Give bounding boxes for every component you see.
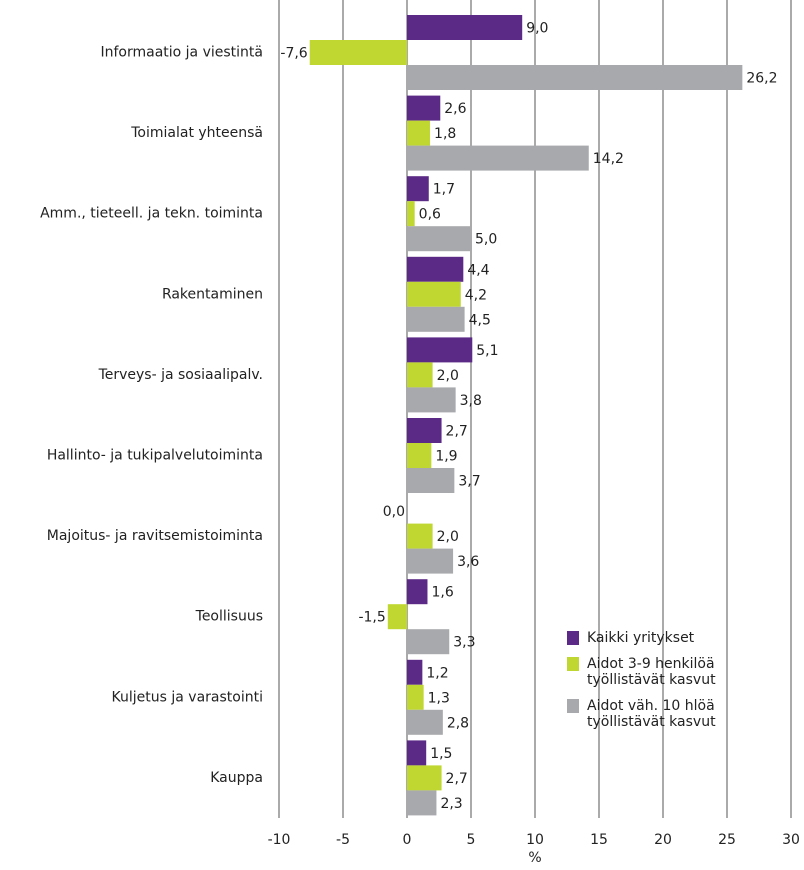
bar [407,443,432,468]
data-label: 1,5 [430,746,452,762]
data-label: 2,7 [446,424,468,440]
data-label: 1,7 [433,182,455,198]
bar [407,256,464,282]
bar [407,15,523,40]
legend-item: Aidot väh. 10 hlöä työllistävät kasvut [567,698,767,730]
bar [407,306,465,332]
y-tick-label: Amm., tieteell. ja tekn. toiminta [40,206,263,222]
data-label: 1,9 [435,449,457,465]
data-label: 4,2 [465,287,487,303]
data-label: 14,2 [593,151,624,167]
x-tick-label: -10 [268,832,291,848]
bar [407,548,454,574]
bar [407,337,473,363]
y-tick-label: Hallinto- ja tukipalvelutoiminta [47,448,263,464]
x-tick-label: 5 [467,832,476,848]
data-label: 0,0 [383,504,405,520]
legend-swatch [567,657,579,671]
data-label: 3,6 [457,554,479,570]
x-tick-label: 10 [526,832,544,848]
data-label: 3,3 [453,635,475,651]
data-label: 3,7 [458,474,480,490]
bar [407,176,429,202]
x-tick-label: 15 [590,832,608,848]
legend-item: Aidot 3-9 henkilöä työllistävät kasvut [567,656,767,688]
data-label: 1,6 [431,585,453,601]
x-tick-label: 20 [654,832,672,848]
legend-item: Kaikki yritykset [567,630,767,646]
y-tick-label: Teollisuus [195,609,263,625]
bar [407,790,437,816]
data-label: 5,0 [475,232,497,248]
legend-swatch [567,699,579,713]
data-label: 26,2 [746,71,777,87]
x-tick-label: 30 [782,832,800,848]
bar [407,523,433,549]
bar [407,684,424,710]
bar [309,40,407,65]
data-label: 2,6 [444,101,466,117]
data-label: 1,2 [426,665,448,681]
bar [387,604,407,630]
y-tick-label: Kauppa [210,770,263,786]
bar [407,145,589,171]
legend-swatch [567,631,579,645]
bar [407,659,423,685]
x-axis-label: % [528,850,541,866]
data-label: 2,7 [446,771,468,787]
data-label: 1,3 [428,690,450,706]
bar [407,120,431,146]
legend-label: Kaikki yritykset [587,630,695,646]
bar [407,709,443,735]
data-label: -1,5 [358,610,385,626]
data-label: 1,8 [434,126,456,142]
data-label: 4,4 [467,262,489,278]
bar [407,468,455,493]
legend: Kaikki yritykset Aidot 3-9 henkilöä työll… [567,630,767,740]
data-label: 5,1 [476,343,498,359]
y-tick-label: Terveys- ja sosiaalipalv. [98,367,263,383]
bar [407,281,461,307]
y-tick-label: Rakentaminen [162,286,263,302]
bar [407,765,442,791]
y-tick-label: Informaatio ja viestintä [100,45,263,61]
x-tick-label: -5 [336,832,350,848]
data-label: 2,0 [437,368,459,384]
x-tick-label: 0 [403,832,412,848]
bar [407,65,743,90]
data-label: 3,8 [460,393,482,409]
data-label: 2,3 [440,796,462,812]
bar [407,95,441,121]
bar [407,201,415,227]
y-tick-label: Majoitus- ja ravitsemistoiminta [47,528,263,544]
bar [407,629,450,655]
bar [407,418,442,443]
data-label: 2,0 [437,529,459,545]
data-label: -7,6 [280,46,307,62]
bar [407,226,471,252]
data-label: 0,6 [419,207,441,223]
bar [407,740,427,766]
data-label: 2,8 [447,715,469,731]
data-label: 4,5 [469,312,491,328]
bar [407,362,433,388]
y-tick-label: Toimialat yhteensä [130,125,263,141]
bar [407,579,428,605]
y-tick-label: Kuljetus ja varastointi [112,689,263,705]
bar [407,387,456,413]
data-label: 9,0 [526,21,548,37]
legend-label: Aidot väh. 10 hlöä työllistävät kasvut [587,698,716,730]
legend-label: Aidot 3-9 henkilöä työllistävät kasvut [587,656,716,688]
x-tick-label: 25 [718,832,736,848]
